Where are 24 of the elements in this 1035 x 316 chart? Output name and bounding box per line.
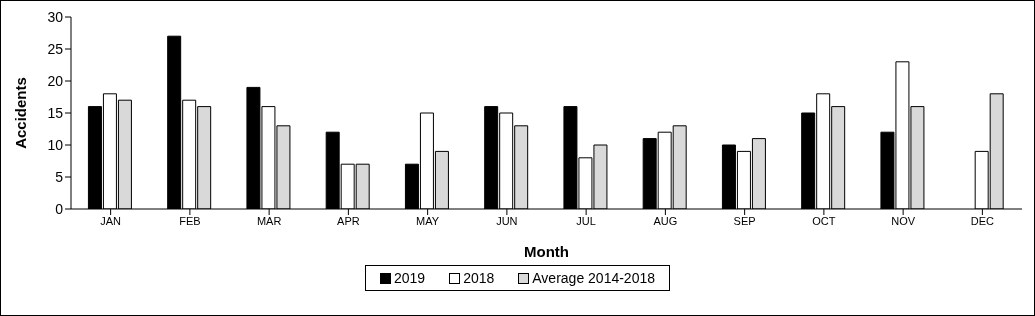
x-tick-label: FEB [179, 214, 201, 227]
y-tick-label: 30 [47, 8, 64, 25]
x-tick-label: OCT [812, 214, 836, 227]
y-tick-label: 15 [47, 104, 64, 121]
x-tick-label: AUG [653, 214, 678, 227]
x-tick-label: MAR [256, 214, 282, 227]
y-axis-title: Accidents [12, 77, 30, 149]
x-tick-label: JUL [576, 214, 596, 227]
x-axis-title: Month [524, 243, 569, 260]
legend-label: 2019 [393, 270, 426, 286]
x-tick-label: NOV [891, 214, 916, 227]
x-tick-label: JUN [496, 214, 518, 227]
y-tick-label: 10 [47, 136, 64, 153]
x-tick-label: APR [337, 214, 360, 227]
y-tick-label: 0 [55, 200, 64, 217]
x-tick-label: SEP [733, 214, 756, 227]
legend-label: Average 2014-2018 [532, 270, 656, 286]
y-tick-label: 20 [47, 72, 64, 89]
x-tick-label: JAN [100, 214, 122, 227]
y-tick-label: 5 [55, 168, 64, 185]
x-tick-label: DEC [970, 214, 995, 227]
y-tick-label: 25 [47, 40, 64, 57]
x-tick-label: MAY [416, 214, 440, 227]
legend-label: 2018 [463, 270, 495, 286]
